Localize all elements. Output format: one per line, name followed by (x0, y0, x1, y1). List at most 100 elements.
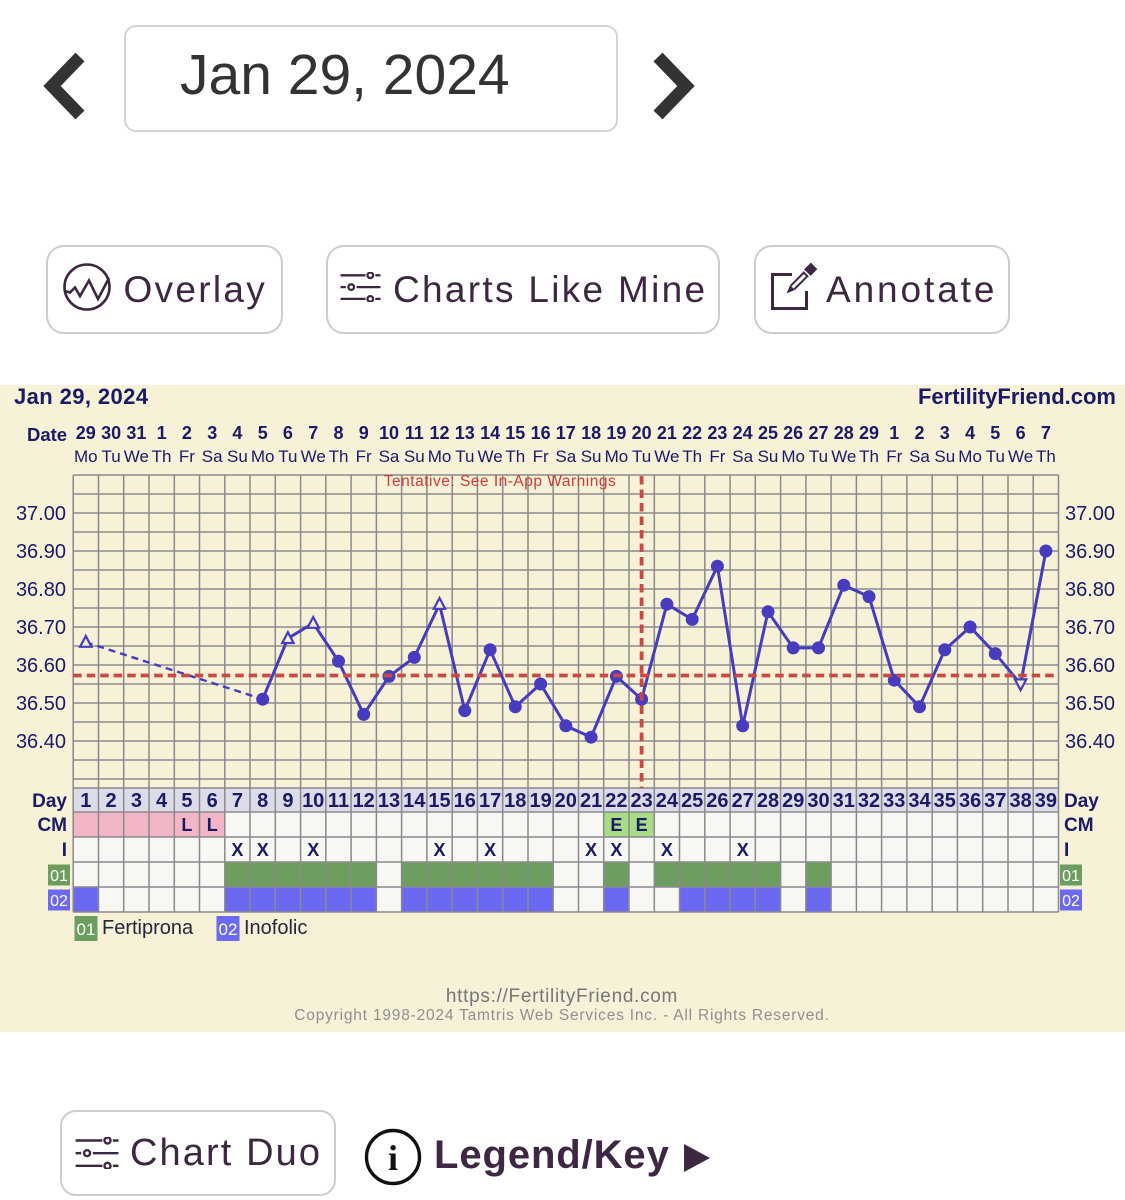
svg-text:13: 13 (378, 790, 400, 812)
svg-text:7: 7 (1041, 423, 1051, 443)
svg-text:Tu: Tu (986, 447, 1005, 466)
svg-text:X: X (484, 840, 496, 860)
svg-text:We: We (301, 447, 326, 466)
svg-text:Sa: Sa (909, 447, 930, 466)
svg-text:26: 26 (706, 790, 728, 812)
svg-text:10: 10 (379, 423, 399, 443)
svg-text:36.90: 36.90 (1065, 541, 1115, 563)
svg-text:Fr: Fr (709, 447, 725, 466)
svg-text:Mo: Mo (605, 447, 629, 466)
svg-text:Tu: Tu (632, 447, 651, 466)
svg-text:Tu: Tu (278, 447, 297, 466)
svg-text:Su: Su (404, 447, 425, 466)
svg-text:We: We (1008, 447, 1033, 466)
svg-text:21: 21 (657, 423, 677, 443)
svg-text:Day: Day (32, 791, 67, 812)
svg-text:28: 28 (757, 790, 779, 812)
svg-text:E: E (636, 815, 648, 835)
svg-text:32: 32 (858, 790, 880, 812)
svg-text:Su: Su (934, 447, 955, 466)
svg-text:36.80: 36.80 (16, 579, 66, 601)
svg-text:6: 6 (1016, 423, 1026, 443)
svg-text:Fr: Fr (356, 447, 372, 466)
svg-text:23: 23 (630, 790, 652, 812)
svg-text:Th: Th (859, 447, 879, 466)
svg-text:19: 19 (606, 423, 626, 443)
svg-text:8: 8 (257, 790, 268, 812)
svg-text:27: 27 (808, 423, 828, 443)
svg-text:Day: Day (1064, 791, 1099, 812)
svg-text:20: 20 (632, 423, 652, 443)
svg-text:Th: Th (505, 447, 525, 466)
svg-text:01: 01 (1062, 868, 1080, 885)
svg-text:We: We (477, 447, 502, 466)
svg-text:28: 28 (834, 423, 854, 443)
svg-text:Sa: Sa (202, 447, 223, 466)
svg-text:14: 14 (403, 790, 426, 812)
svg-text:https://FertilityFriend.com: https://FertilityFriend.com (446, 986, 678, 1007)
svg-text:X: X (231, 840, 243, 860)
svg-text:12: 12 (353, 790, 375, 812)
svg-text:39: 39 (1035, 790, 1057, 812)
svg-text:5: 5 (258, 423, 268, 443)
svg-text:X: X (257, 840, 269, 860)
svg-text:CM: CM (1064, 815, 1094, 836)
svg-text:8: 8 (333, 423, 343, 443)
svg-text:X: X (661, 840, 673, 860)
svg-text:36.70: 36.70 (16, 617, 66, 639)
svg-text:Su: Su (227, 447, 248, 466)
svg-text:36.70: 36.70 (1065, 617, 1115, 639)
svg-text:2: 2 (106, 790, 117, 812)
svg-text:3: 3 (940, 423, 950, 443)
svg-text:We: We (654, 447, 679, 466)
svg-text:14: 14 (480, 423, 500, 443)
svg-text:11: 11 (328, 790, 349, 812)
svg-text:36.80: 36.80 (1065, 579, 1115, 601)
svg-text:17: 17 (479, 790, 501, 812)
svg-text:38: 38 (1009, 790, 1031, 812)
svg-text:23: 23 (707, 423, 727, 443)
svg-text:36.60: 36.60 (16, 655, 66, 677)
svg-text:Copyright 1998-2024 Tamtris We: Copyright 1998-2024 Tamtris Web Services… (294, 1007, 829, 1024)
svg-text:X: X (737, 840, 749, 860)
svg-text:02: 02 (219, 920, 238, 939)
svg-text:37.00: 37.00 (16, 503, 66, 525)
svg-text:36.50: 36.50 (1065, 693, 1115, 715)
svg-text:Su: Su (758, 447, 779, 466)
svg-text:1: 1 (157, 423, 167, 443)
svg-text:Sa: Sa (379, 447, 400, 466)
svg-text:CM: CM (37, 815, 67, 836)
svg-text:X: X (433, 840, 445, 860)
svg-text:12: 12 (429, 423, 449, 443)
svg-text:25: 25 (681, 790, 703, 812)
svg-text:Mo: Mo (428, 447, 452, 466)
svg-text:X: X (610, 840, 622, 860)
svg-text:22: 22 (605, 790, 627, 812)
svg-text:17: 17 (556, 423, 576, 443)
svg-text:29: 29 (76, 423, 96, 443)
svg-text:35: 35 (934, 790, 956, 812)
svg-text:Fr: Fr (533, 447, 549, 466)
svg-text:Th: Th (152, 447, 172, 466)
svg-text:34: 34 (908, 790, 931, 812)
svg-text:We: We (124, 447, 149, 466)
svg-text:6: 6 (207, 790, 218, 812)
svg-text:24: 24 (656, 790, 679, 812)
svg-text:36.90: 36.90 (16, 541, 66, 563)
svg-text:2: 2 (914, 423, 924, 443)
svg-text:4: 4 (156, 790, 168, 812)
svg-text:15: 15 (505, 423, 525, 443)
svg-text:36.40: 36.40 (1065, 731, 1115, 753)
svg-text:Jan 29, 2024: Jan 29, 2024 (14, 385, 149, 409)
svg-text:4: 4 (965, 423, 975, 443)
svg-text:11: 11 (405, 423, 424, 443)
svg-text:25: 25 (758, 423, 778, 443)
svg-text:Sa: Sa (732, 447, 753, 466)
svg-text:01: 01 (50, 868, 68, 885)
svg-text:Th: Th (682, 447, 702, 466)
svg-text:I: I (1064, 840, 1069, 861)
svg-text:18: 18 (581, 423, 601, 443)
svg-text:6: 6 (283, 423, 293, 443)
svg-text:16: 16 (531, 423, 551, 443)
svg-text:27: 27 (732, 790, 754, 812)
